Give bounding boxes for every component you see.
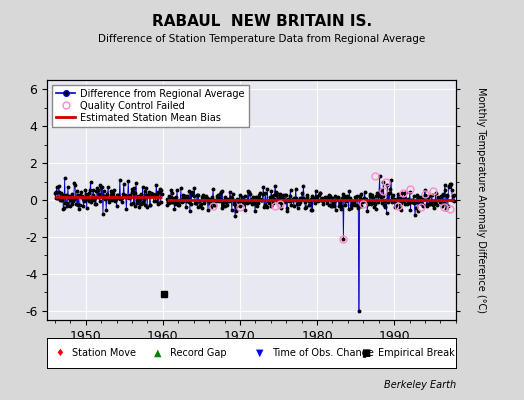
Text: Empirical Break: Empirical Break (378, 348, 455, 358)
Text: Station Move: Station Move (72, 348, 136, 358)
Text: Time of Obs. Change: Time of Obs. Change (272, 348, 374, 358)
Text: Record Gap: Record Gap (170, 348, 226, 358)
Text: ▲: ▲ (154, 348, 161, 358)
Text: Berkeley Earth: Berkeley Earth (384, 380, 456, 390)
Legend: Difference from Regional Average, Quality Control Failed, Estimated Station Mean: Difference from Regional Average, Qualit… (52, 85, 248, 126)
Text: ♦: ♦ (55, 348, 64, 358)
Text: Difference of Station Temperature Data from Regional Average: Difference of Station Temperature Data f… (99, 34, 425, 44)
Text: RABAUL  NEW BRITAIN IS.: RABAUL NEW BRITAIN IS. (152, 14, 372, 29)
Y-axis label: Monthly Temperature Anomaly Difference (°C): Monthly Temperature Anomaly Difference (… (476, 87, 486, 313)
Text: ▼: ▼ (256, 348, 264, 358)
Text: ■: ■ (362, 348, 370, 358)
